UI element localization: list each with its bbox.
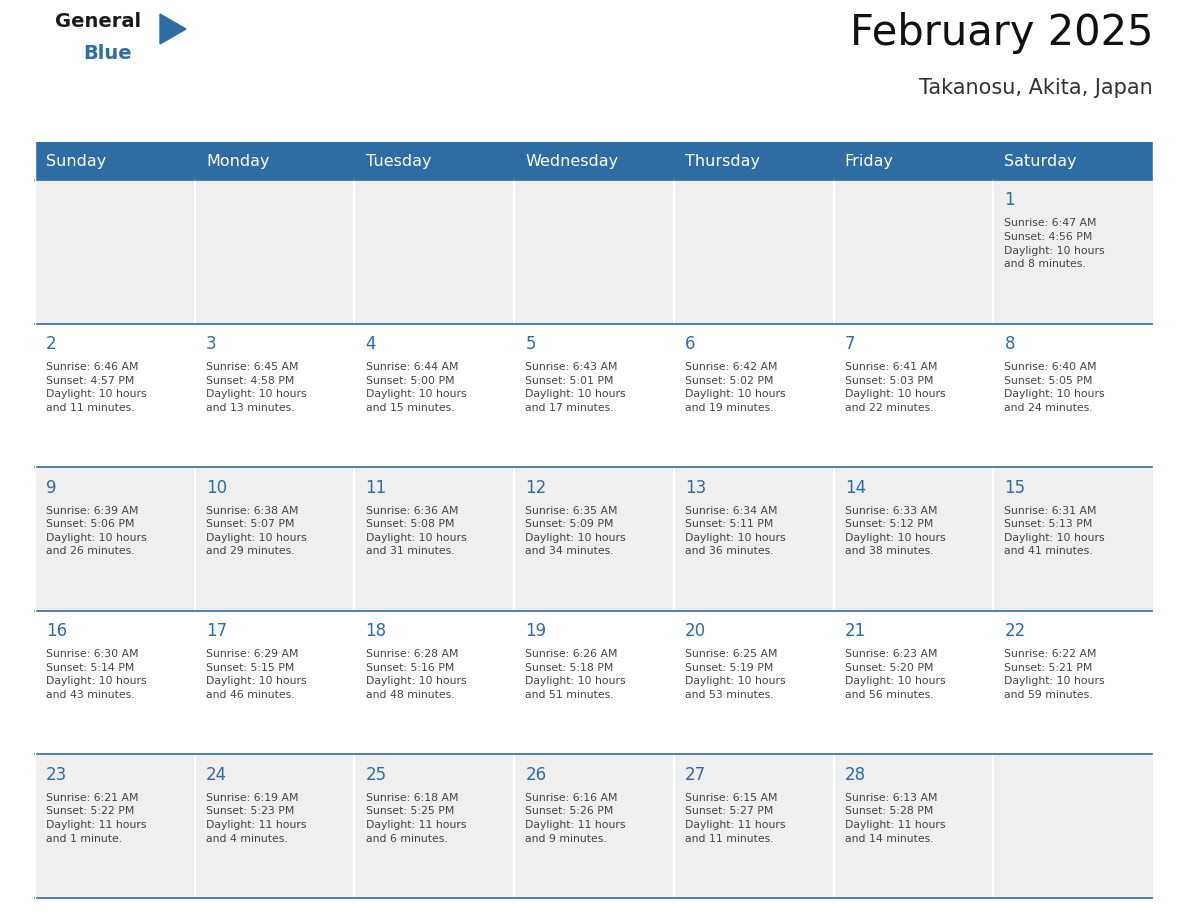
Text: 22: 22	[1005, 622, 1025, 640]
Text: 21: 21	[845, 622, 866, 640]
Text: Wednesday: Wednesday	[525, 153, 619, 169]
Text: 7: 7	[845, 335, 855, 353]
Text: Friday: Friday	[845, 153, 893, 169]
Text: 20: 20	[685, 622, 706, 640]
Text: Monday: Monday	[206, 153, 270, 169]
Text: 24: 24	[206, 766, 227, 784]
Text: 3: 3	[206, 335, 216, 353]
Text: Sunrise: 6:42 AM
Sunset: 5:02 PM
Daylight: 10 hours
and 19 minutes.: Sunrise: 6:42 AM Sunset: 5:02 PM Dayligh…	[685, 362, 785, 413]
Bar	[514, 142, 674, 180]
Text: 10: 10	[206, 478, 227, 497]
Text: Sunrise: 6:46 AM
Sunset: 4:57 PM
Daylight: 10 hours
and 11 minutes.: Sunrise: 6:46 AM Sunset: 4:57 PM Dayligh…	[46, 362, 147, 413]
Bar	[993, 142, 1154, 180]
Text: Sunrise: 6:30 AM
Sunset: 5:14 PM
Daylight: 10 hours
and 43 minutes.: Sunrise: 6:30 AM Sunset: 5:14 PM Dayligh…	[46, 649, 147, 700]
Text: 14: 14	[845, 478, 866, 497]
Text: Sunrise: 6:47 AM
Sunset: 4:56 PM
Daylight: 10 hours
and 8 minutes.: Sunrise: 6:47 AM Sunset: 4:56 PM Dayligh…	[1005, 218, 1105, 269]
Text: Thursday: Thursday	[685, 153, 760, 169]
Text: 18: 18	[366, 622, 387, 640]
Bar	[34, 180, 1154, 324]
Text: Blue: Blue	[83, 44, 132, 63]
Text: Sunrise: 6:31 AM
Sunset: 5:13 PM
Daylight: 10 hours
and 41 minutes.: Sunrise: 6:31 AM Sunset: 5:13 PM Dayligh…	[1005, 506, 1105, 556]
Text: Sunday: Sunday	[46, 153, 107, 169]
Text: 1: 1	[1005, 192, 1015, 209]
Text: 2: 2	[46, 335, 57, 353]
Text: 15: 15	[1005, 478, 1025, 497]
Bar	[34, 610, 1154, 755]
Text: Sunrise: 6:18 AM
Sunset: 5:25 PM
Daylight: 11 hours
and 6 minutes.: Sunrise: 6:18 AM Sunset: 5:25 PM Dayligh…	[366, 793, 466, 844]
Text: Saturday: Saturday	[1005, 153, 1078, 169]
Text: Sunrise: 6:16 AM
Sunset: 5:26 PM
Daylight: 11 hours
and 9 minutes.: Sunrise: 6:16 AM Sunset: 5:26 PM Dayligh…	[525, 793, 626, 844]
Text: 26: 26	[525, 766, 546, 784]
Text: Sunrise: 6:13 AM
Sunset: 5:28 PM
Daylight: 11 hours
and 14 minutes.: Sunrise: 6:13 AM Sunset: 5:28 PM Dayligh…	[845, 793, 946, 844]
Text: Takanosu, Akita, Japan: Takanosu, Akita, Japan	[920, 78, 1154, 98]
Text: Sunrise: 6:44 AM
Sunset: 5:00 PM
Daylight: 10 hours
and 15 minutes.: Sunrise: 6:44 AM Sunset: 5:00 PM Dayligh…	[366, 362, 466, 413]
Text: Sunrise: 6:35 AM
Sunset: 5:09 PM
Daylight: 10 hours
and 34 minutes.: Sunrise: 6:35 AM Sunset: 5:09 PM Dayligh…	[525, 506, 626, 556]
Bar	[34, 467, 1154, 610]
Text: 5: 5	[525, 335, 536, 353]
Text: 19: 19	[525, 622, 546, 640]
Text: Sunrise: 6:26 AM
Sunset: 5:18 PM
Daylight: 10 hours
and 51 minutes.: Sunrise: 6:26 AM Sunset: 5:18 PM Dayligh…	[525, 649, 626, 700]
Bar	[674, 142, 834, 180]
Text: Sunrise: 6:29 AM
Sunset: 5:15 PM
Daylight: 10 hours
and 46 minutes.: Sunrise: 6:29 AM Sunset: 5:15 PM Dayligh…	[206, 649, 307, 700]
Text: 4: 4	[366, 335, 377, 353]
Text: 28: 28	[845, 766, 866, 784]
Text: 11: 11	[366, 478, 387, 497]
Polygon shape	[160, 14, 187, 44]
Text: Sunrise: 6:21 AM
Sunset: 5:22 PM
Daylight: 11 hours
and 1 minute.: Sunrise: 6:21 AM Sunset: 5:22 PM Dayligh…	[46, 793, 146, 844]
Text: Sunrise: 6:38 AM
Sunset: 5:07 PM
Daylight: 10 hours
and 29 minutes.: Sunrise: 6:38 AM Sunset: 5:07 PM Dayligh…	[206, 506, 307, 556]
Bar	[354, 142, 514, 180]
Text: 12: 12	[525, 478, 546, 497]
Text: Sunrise: 6:40 AM
Sunset: 5:05 PM
Daylight: 10 hours
and 24 minutes.: Sunrise: 6:40 AM Sunset: 5:05 PM Dayligh…	[1005, 362, 1105, 413]
Bar	[34, 142, 195, 180]
Text: 23: 23	[46, 766, 68, 784]
Text: Sunrise: 6:45 AM
Sunset: 4:58 PM
Daylight: 10 hours
and 13 minutes.: Sunrise: 6:45 AM Sunset: 4:58 PM Dayligh…	[206, 362, 307, 413]
Text: Sunrise: 6:23 AM
Sunset: 5:20 PM
Daylight: 10 hours
and 56 minutes.: Sunrise: 6:23 AM Sunset: 5:20 PM Dayligh…	[845, 649, 946, 700]
Text: Sunrise: 6:39 AM
Sunset: 5:06 PM
Daylight: 10 hours
and 26 minutes.: Sunrise: 6:39 AM Sunset: 5:06 PM Dayligh…	[46, 506, 147, 556]
Text: 9: 9	[46, 478, 57, 497]
Text: Sunrise: 6:19 AM
Sunset: 5:23 PM
Daylight: 11 hours
and 4 minutes.: Sunrise: 6:19 AM Sunset: 5:23 PM Dayligh…	[206, 793, 307, 844]
Text: General: General	[55, 12, 141, 31]
Text: Sunrise: 6:41 AM
Sunset: 5:03 PM
Daylight: 10 hours
and 22 minutes.: Sunrise: 6:41 AM Sunset: 5:03 PM Dayligh…	[845, 362, 946, 413]
Text: Sunrise: 6:25 AM
Sunset: 5:19 PM
Daylight: 10 hours
and 53 minutes.: Sunrise: 6:25 AM Sunset: 5:19 PM Dayligh…	[685, 649, 785, 700]
Text: Sunrise: 6:33 AM
Sunset: 5:12 PM
Daylight: 10 hours
and 38 minutes.: Sunrise: 6:33 AM Sunset: 5:12 PM Dayligh…	[845, 506, 946, 556]
Bar	[34, 755, 1154, 898]
Text: Sunrise: 6:28 AM
Sunset: 5:16 PM
Daylight: 10 hours
and 48 minutes.: Sunrise: 6:28 AM Sunset: 5:16 PM Dayligh…	[366, 649, 466, 700]
Text: Sunrise: 6:15 AM
Sunset: 5:27 PM
Daylight: 11 hours
and 11 minutes.: Sunrise: 6:15 AM Sunset: 5:27 PM Dayligh…	[685, 793, 785, 844]
Text: 8: 8	[1005, 335, 1015, 353]
Text: February 2025: February 2025	[849, 12, 1154, 54]
Text: Sunrise: 6:43 AM
Sunset: 5:01 PM
Daylight: 10 hours
and 17 minutes.: Sunrise: 6:43 AM Sunset: 5:01 PM Dayligh…	[525, 362, 626, 413]
Text: Sunrise: 6:36 AM
Sunset: 5:08 PM
Daylight: 10 hours
and 31 minutes.: Sunrise: 6:36 AM Sunset: 5:08 PM Dayligh…	[366, 506, 466, 556]
Bar	[34, 324, 1154, 467]
Text: 17: 17	[206, 622, 227, 640]
Text: 16: 16	[46, 622, 68, 640]
Bar	[195, 142, 354, 180]
Text: 13: 13	[685, 478, 707, 497]
Bar	[834, 142, 993, 180]
Text: 6: 6	[685, 335, 695, 353]
Text: Tuesday: Tuesday	[366, 153, 431, 169]
Text: Sunrise: 6:22 AM
Sunset: 5:21 PM
Daylight: 10 hours
and 59 minutes.: Sunrise: 6:22 AM Sunset: 5:21 PM Dayligh…	[1005, 649, 1105, 700]
Text: 25: 25	[366, 766, 387, 784]
Text: 27: 27	[685, 766, 706, 784]
Text: Sunrise: 6:34 AM
Sunset: 5:11 PM
Daylight: 10 hours
and 36 minutes.: Sunrise: 6:34 AM Sunset: 5:11 PM Dayligh…	[685, 506, 785, 556]
